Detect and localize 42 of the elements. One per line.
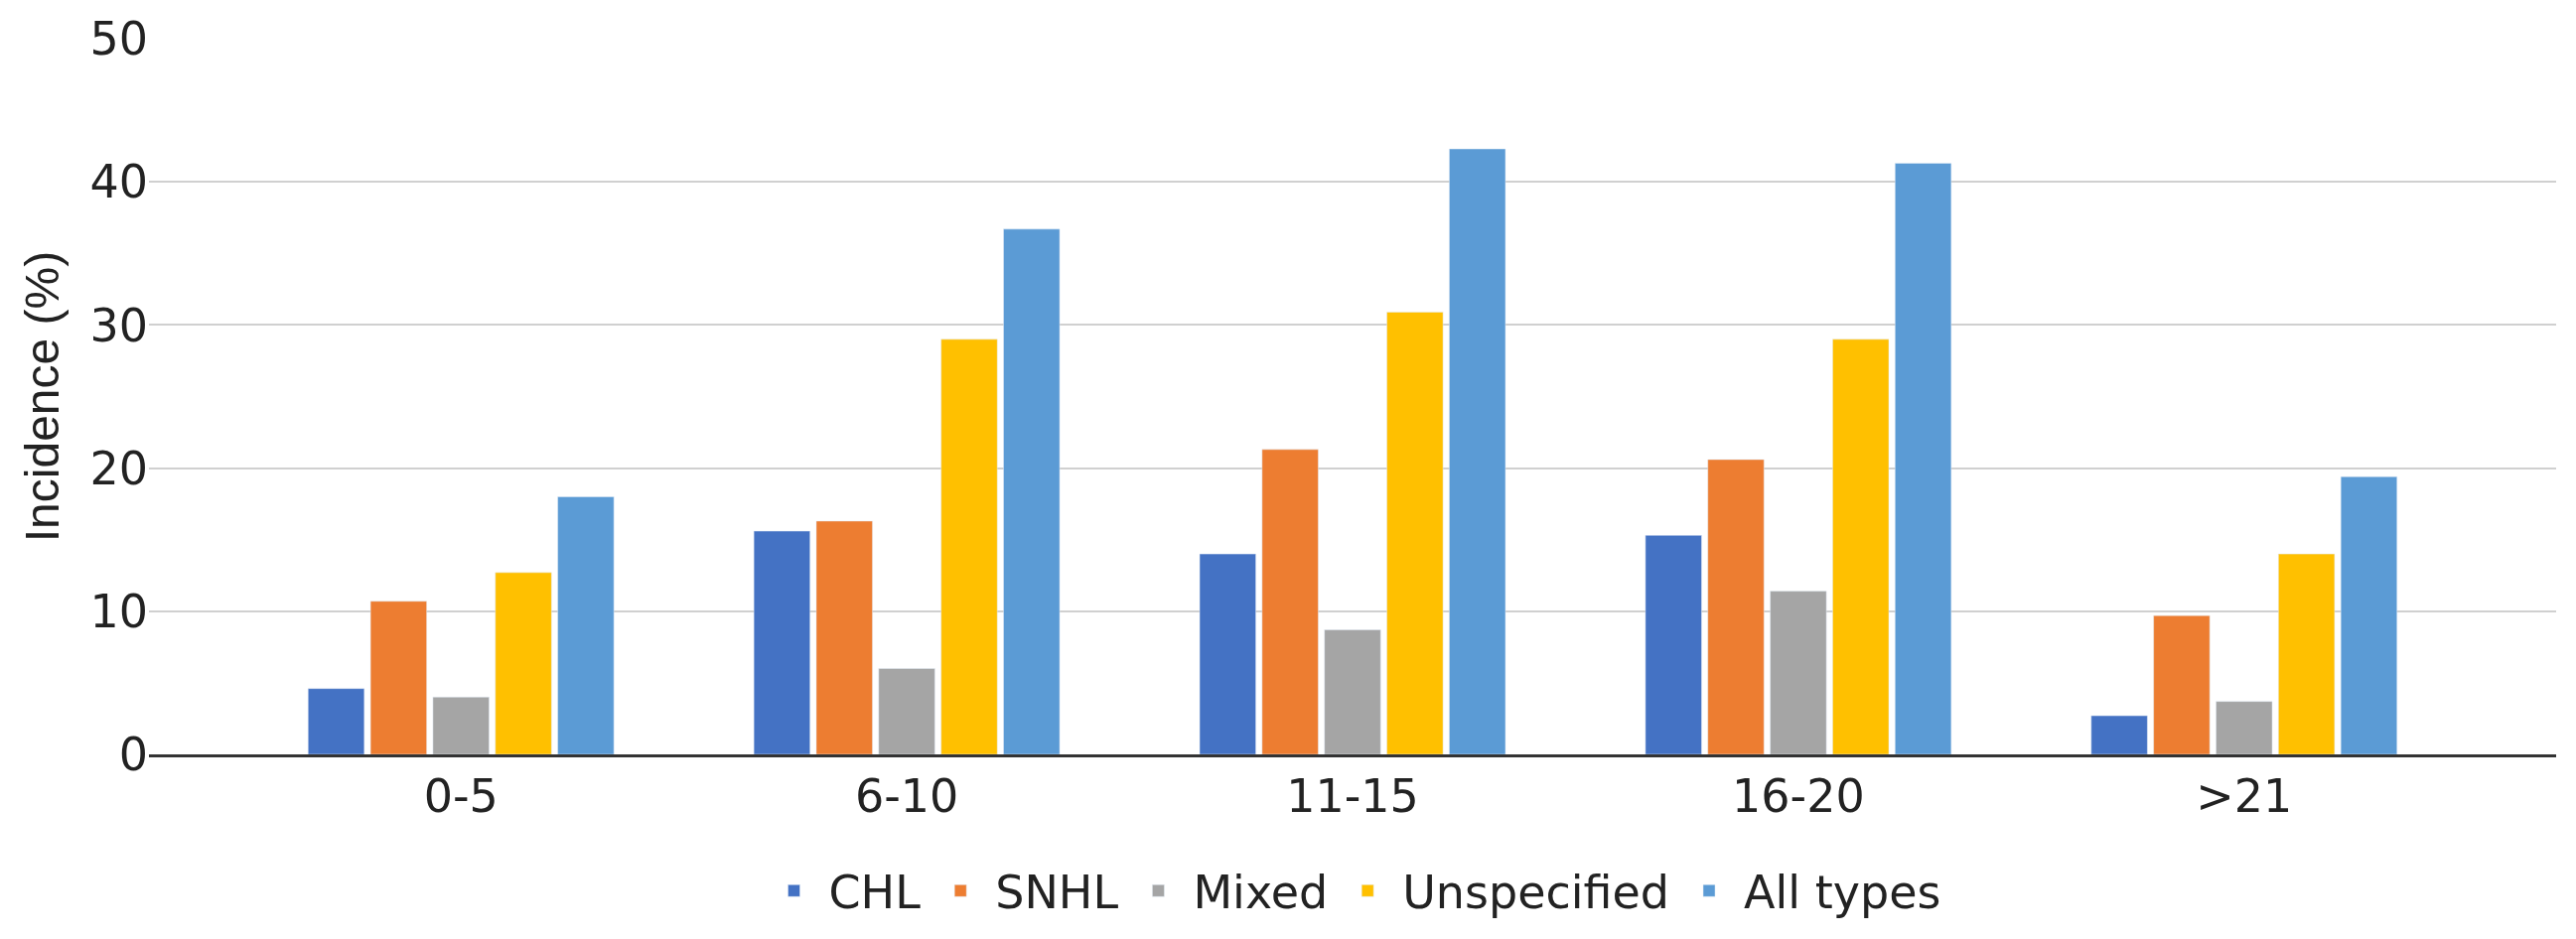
x-tick-label: 11-15 [1286,769,1419,824]
bar [2278,553,2336,754]
bar [1324,629,1381,754]
bar [1199,553,1256,754]
legend-label: CHL [828,866,922,920]
bar [1449,148,1506,754]
x-tick-label: 16-20 [1732,769,1865,824]
bar [432,697,490,754]
y-tick-label: 30 [89,298,148,352]
bar [557,496,615,754]
x-tick-label: >21 [2196,769,2293,824]
bar [1770,591,1827,754]
legend-label: SNHL [995,866,1119,920]
bar [495,572,552,754]
y-axis-title: Incidence (%) [16,250,70,543]
x-tick-label: 0-5 [423,769,499,824]
y-tick-label: 40 [89,155,148,209]
y-tick-label: 50 [89,12,148,67]
bar [2090,715,2148,754]
bar [2153,614,2211,754]
bar [815,520,873,754]
bar [1707,459,1765,754]
bar [1832,338,1890,754]
y-tick-label: 20 [89,441,148,495]
bar [1386,312,1444,754]
legend-label: Unspecified [1402,866,1670,920]
bar [1645,535,1702,754]
y-tick-label: 10 [89,584,148,638]
x-tick-label: 6-10 [854,769,959,824]
bar [878,668,935,754]
legend-label: Mixed [1193,866,1329,920]
legend-label: All types [1744,866,1941,920]
bar [2216,701,2273,754]
bar [1003,228,1061,754]
bar [2340,476,2397,754]
bar [1895,163,1952,754]
bar [753,530,810,754]
bar [1261,449,1319,754]
bar [369,601,427,754]
y-tick-label: 0 [118,728,148,782]
bar [940,338,998,754]
bar [308,688,365,754]
